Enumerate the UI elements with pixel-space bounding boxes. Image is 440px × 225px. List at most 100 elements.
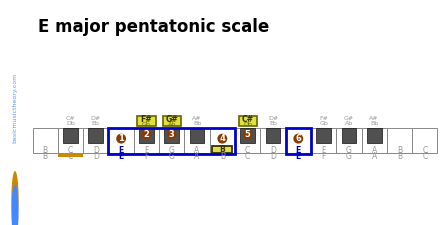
Bar	[362, 128, 387, 153]
Text: B: B	[43, 146, 48, 155]
Text: D#: D#	[268, 116, 278, 121]
Text: E: E	[296, 152, 301, 161]
Text: A#: A#	[192, 116, 202, 121]
Circle shape	[11, 171, 18, 225]
FancyBboxPatch shape	[137, 116, 155, 126]
Text: C: C	[422, 152, 427, 161]
Bar	[139, 128, 154, 143]
Text: A: A	[371, 152, 377, 161]
Text: E: E	[118, 146, 124, 155]
Bar	[311, 128, 336, 153]
Text: Gb: Gb	[319, 121, 328, 126]
Text: E: E	[118, 152, 124, 161]
Text: C: C	[245, 152, 250, 161]
Text: Db: Db	[66, 121, 75, 126]
Bar	[316, 128, 331, 143]
Circle shape	[142, 129, 151, 139]
Bar	[341, 128, 356, 143]
Text: D#: D#	[91, 116, 101, 121]
Text: F: F	[144, 152, 149, 161]
Bar	[63, 128, 78, 143]
Text: 5: 5	[245, 130, 251, 139]
Bar	[134, 128, 159, 153]
Text: basicmusictheory.com: basicmusictheory.com	[12, 73, 18, 143]
Text: 3: 3	[169, 130, 175, 139]
Bar	[240, 128, 255, 143]
Text: F: F	[321, 152, 326, 161]
Text: Bb: Bb	[193, 121, 201, 126]
Text: Ab: Ab	[345, 121, 353, 126]
Text: F: F	[144, 146, 149, 155]
Bar	[58, 154, 83, 157]
Bar	[58, 128, 83, 153]
Text: D: D	[93, 146, 99, 155]
Text: Eb: Eb	[269, 121, 277, 126]
Text: 4: 4	[220, 134, 225, 143]
Text: G: G	[346, 152, 352, 161]
Text: D: D	[93, 152, 99, 161]
Text: F#: F#	[319, 116, 328, 121]
Circle shape	[293, 134, 303, 144]
Bar	[387, 128, 412, 153]
Text: A#: A#	[370, 116, 379, 121]
Text: B: B	[220, 145, 225, 154]
Text: E: E	[296, 146, 301, 155]
Text: C: C	[68, 146, 73, 155]
Circle shape	[217, 134, 227, 144]
Text: G#: G#	[344, 116, 354, 121]
Bar	[83, 128, 108, 153]
Text: E: E	[119, 152, 124, 161]
Text: F#: F#	[141, 115, 152, 124]
Text: C: C	[422, 152, 427, 161]
Circle shape	[116, 134, 126, 144]
Text: Ab: Ab	[168, 122, 176, 127]
Text: F: F	[321, 146, 326, 155]
Bar	[190, 128, 204, 143]
Text: 2: 2	[143, 130, 149, 139]
Text: B: B	[43, 152, 48, 161]
Bar	[108, 128, 235, 154]
Text: Gb: Gb	[142, 122, 151, 127]
Text: A: A	[194, 152, 200, 161]
Bar	[336, 128, 362, 153]
Text: C#: C#	[242, 115, 253, 124]
Text: E: E	[296, 152, 301, 161]
Text: G#: G#	[165, 115, 178, 124]
Text: F: F	[144, 152, 149, 161]
Bar	[159, 128, 184, 153]
Text: G: G	[346, 146, 352, 155]
Bar	[266, 128, 280, 143]
FancyBboxPatch shape	[163, 116, 181, 126]
Text: G: G	[169, 146, 175, 155]
Text: A: A	[194, 146, 200, 155]
Text: D: D	[270, 152, 276, 161]
Text: C: C	[245, 152, 250, 161]
Text: C: C	[422, 146, 427, 155]
Bar	[33, 128, 58, 153]
Bar	[184, 128, 210, 153]
Text: D: D	[270, 146, 276, 155]
Bar	[286, 128, 311, 153]
Bar	[286, 128, 311, 154]
Text: G: G	[346, 152, 352, 161]
Text: Eb: Eb	[92, 121, 100, 126]
Text: G: G	[169, 152, 175, 161]
Text: D: D	[270, 152, 276, 161]
Bar	[88, 128, 103, 143]
Bar	[367, 128, 381, 143]
Bar	[235, 128, 260, 153]
Bar	[412, 128, 437, 153]
Text: Db: Db	[243, 122, 252, 127]
Text: G: G	[169, 152, 175, 161]
Text: B: B	[220, 152, 225, 161]
Circle shape	[167, 129, 177, 139]
Text: B: B	[43, 152, 48, 161]
Text: Bb: Bb	[370, 121, 378, 126]
Bar	[210, 128, 235, 153]
Text: B: B	[220, 152, 225, 161]
FancyBboxPatch shape	[238, 116, 257, 126]
Circle shape	[11, 184, 18, 225]
Text: E major pentatonic scale: E major pentatonic scale	[38, 18, 269, 36]
Text: B: B	[397, 146, 402, 155]
Bar	[260, 128, 286, 153]
